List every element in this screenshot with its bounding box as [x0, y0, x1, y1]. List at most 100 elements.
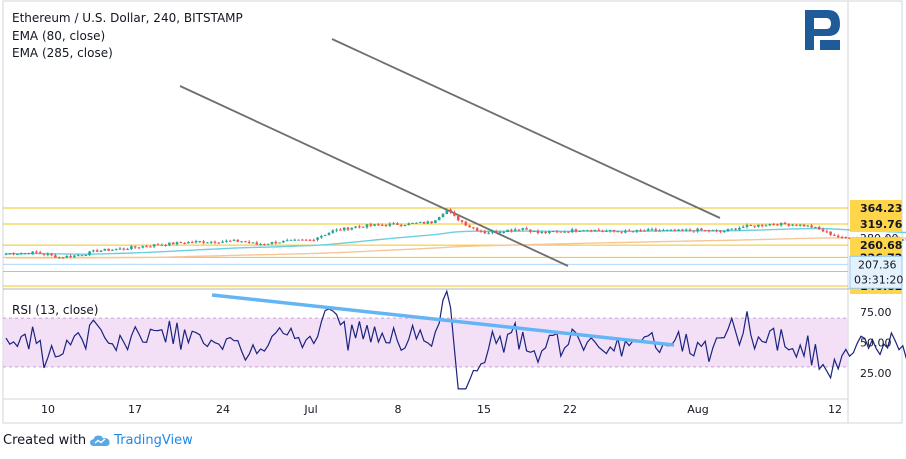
- candle-body: [654, 229, 658, 231]
- candle-body: [137, 247, 141, 249]
- candle-body: [726, 228, 730, 232]
- candle-body: [130, 246, 133, 250]
- candle-body: [544, 231, 547, 233]
- candle-body: [73, 255, 76, 257]
- candle-body: [703, 230, 707, 232]
- candle-body: [407, 223, 411, 225]
- candle-body: [783, 222, 787, 225]
- candle-body: [396, 223, 399, 225]
- candle-body: [817, 227, 821, 230]
- candle-body: [684, 229, 688, 231]
- candle-body: [844, 237, 848, 239]
- candle-body: [88, 251, 91, 256]
- candle-body: [472, 227, 475, 229]
- candle-body: [669, 229, 673, 231]
- candle-body: [650, 229, 654, 231]
- candle-body: [738, 227, 741, 230]
- candle-body: [217, 242, 221, 244]
- time-tick-7: Aug: [687, 403, 708, 416]
- candle-body: [768, 224, 772, 226]
- candle-body: [453, 212, 456, 216]
- ema-fast-line: [5, 227, 906, 255]
- candle-body: [646, 229, 650, 231]
- symbol-title: Ethereum / U.S. Dollar, 240, BITSTAMP: [12, 11, 243, 25]
- candle-body: [168, 242, 171, 246]
- candle-body: [282, 240, 285, 243]
- candle-body: [179, 242, 183, 244]
- candle-body: [776, 224, 779, 226]
- candle-body: [415, 222, 418, 224]
- candle-body: [426, 221, 430, 224]
- candle-body: [187, 242, 190, 244]
- candle-body: [662, 230, 665, 232]
- candle-body: [114, 249, 118, 251]
- candle-body: [582, 230, 585, 232]
- candle-body: [251, 242, 255, 244]
- candle-body: [31, 251, 34, 255]
- candle-body: [741, 226, 745, 228]
- candle-body: [810, 225, 813, 228]
- candle-body: [149, 246, 152, 248]
- candle-body: [529, 229, 532, 232]
- candle-body: [183, 243, 186, 245]
- candle-body: [38, 252, 42, 254]
- candle-body: [247, 241, 251, 243]
- candle-body: [16, 253, 19, 255]
- time-tick-2: 24: [216, 403, 230, 416]
- rsi-trendline: [211, 293, 675, 347]
- candle-body: [263, 244, 266, 246]
- candle-body: [821, 229, 825, 232]
- candle-body: [449, 209, 452, 213]
- candle-body: [84, 255, 88, 257]
- candle-body: [278, 242, 281, 244]
- candle-body: [479, 230, 483, 232]
- candle-body: [69, 255, 72, 257]
- candle-body: [574, 229, 578, 232]
- candle-body: [513, 229, 517, 231]
- candle-body: [692, 230, 696, 232]
- candle-body: [308, 239, 312, 241]
- candle-body: [612, 229, 616, 232]
- brand-logo: [799, 7, 840, 53]
- candle-body: [673, 229, 677, 231]
- candle-body: [586, 230, 589, 232]
- candle-body: [46, 254, 50, 256]
- candle-body: [700, 228, 703, 231]
- level-badge-label-0: 364.23: [860, 202, 902, 215]
- candle-body: [787, 224, 791, 226]
- rsi-series: [5, 289, 906, 390]
- candle-body: [540, 231, 544, 233]
- candle-body: [23, 252, 27, 254]
- candle-body: [377, 224, 380, 226]
- footer-brand[interactable]: TradingView: [114, 433, 193, 448]
- level-badge-0: [850, 200, 902, 216]
- time-tick-0: 10: [41, 403, 55, 416]
- candle-body: [126, 249, 129, 251]
- candle-body: [19, 253, 23, 255]
- price-badges: 364.23319.76260.68226.72187.41146.82207.…: [849, 200, 903, 294]
- candle-body: [643, 230, 646, 232]
- candle-body: [749, 224, 753, 226]
- candle-body: [639, 230, 642, 232]
- candle-body: [422, 221, 426, 224]
- candle-body: [331, 230, 335, 233]
- candle-body: [665, 229, 669, 231]
- candle-body: [346, 227, 350, 230]
- ema-slow-line: [6, 237, 906, 259]
- current-price-badge: [849, 255, 903, 289]
- rsi-line: [5, 289, 906, 390]
- candle-body: [350, 227, 354, 230]
- candle-body: [620, 231, 623, 233]
- candle-body: [118, 248, 122, 250]
- candle-body: [506, 229, 509, 232]
- candle-body: [342, 227, 346, 231]
- candle-body: [635, 230, 639, 232]
- candle-body: [829, 231, 832, 235]
- candle-body: [354, 226, 357, 228]
- candle-body: [312, 239, 316, 241]
- candle-body: [190, 242, 194, 244]
- candle-body: [722, 231, 726, 233]
- candle-body: [76, 255, 80, 257]
- time-tick-8: 12: [828, 403, 842, 416]
